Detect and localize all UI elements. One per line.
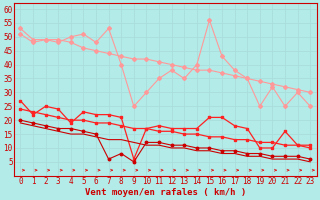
- X-axis label: Vent moyen/en rafales ( km/h ): Vent moyen/en rafales ( km/h ): [85, 188, 246, 197]
